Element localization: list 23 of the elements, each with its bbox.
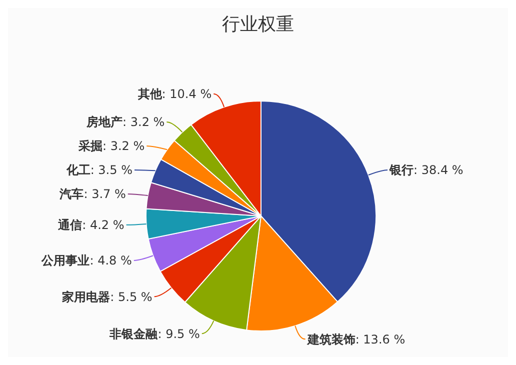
slice-label: 非银金融 [108, 326, 159, 341]
data-label: : 13.6 % [355, 332, 406, 346]
slice-label: 银行 [388, 163, 414, 178]
data-label: : 38.4 % [414, 163, 464, 178]
data-label: : 4.2 % [82, 218, 124, 232]
slice-label: 采掘 [77, 139, 102, 154]
slice-label: 公用事业 [40, 254, 90, 268]
data-label: : 3.2 % [102, 139, 145, 154]
data-label: : 3.5 % [90, 163, 132, 178]
slice-label: 其他 [136, 87, 163, 102]
slice-label: 家用电器 [61, 290, 110, 304]
data-label: : 3.2 % [122, 115, 165, 130]
data-label: : 4.8 % [90, 254, 132, 268]
slice-label: 通信 [57, 218, 82, 232]
slice-label: 建筑装饰 [306, 332, 356, 346]
data-label: : 5.5 % [110, 290, 152, 304]
slice-label: 房地产 [86, 115, 123, 130]
chart-title: 行业权重 [222, 14, 294, 35]
data-label: : 9.5 % [158, 326, 200, 341]
slice-label: 汽车 [58, 187, 84, 202]
data-label: : 3.7 % [84, 187, 126, 202]
slice-label: 化工 [65, 163, 90, 178]
data-label: : 10.4 % [162, 87, 212, 102]
